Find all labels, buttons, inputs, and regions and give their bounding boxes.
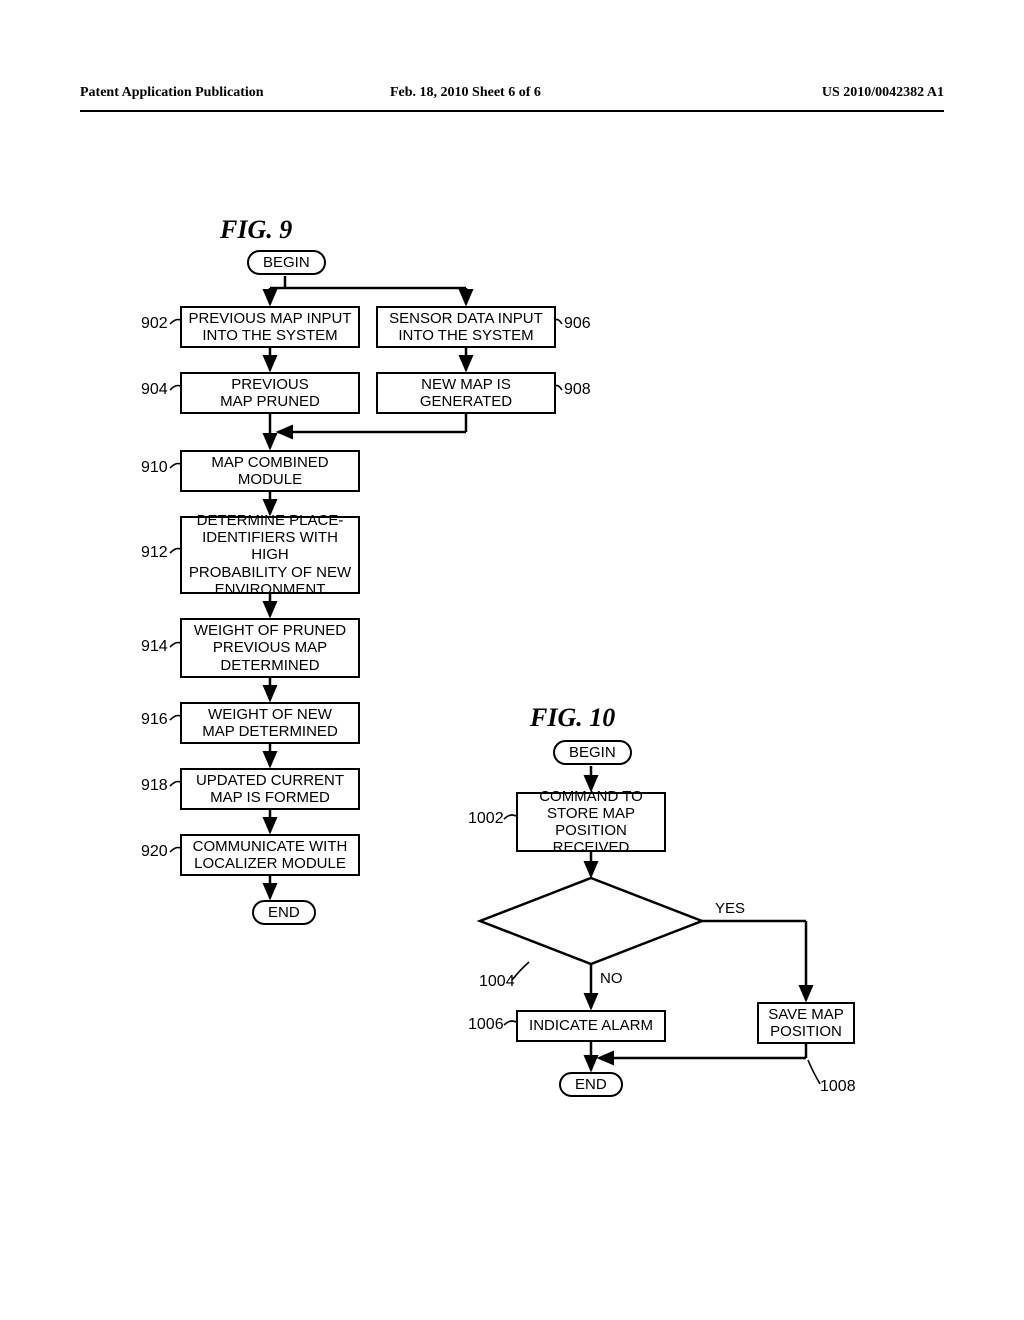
ref-1008: 1008 [820,1078,856,1096]
box-920: COMMUNICATE WITHLOCALIZER MODULE [180,834,360,876]
ref-914: 914 [141,638,168,656]
box-1006: INDICATE ALARM [516,1010,666,1042]
ref-906: 906 [564,315,591,333]
ref-920: 920 [141,843,168,861]
ref-908: 908 [564,381,591,399]
label-no: NO [600,970,623,987]
page-rule [80,110,944,1260]
page: Patent Application Publication Feb. 18, … [0,0,1024,1320]
ref-916: 916 [141,711,168,729]
ref-902: 902 [141,315,168,333]
ref-1006: 1006 [468,1016,504,1034]
header-mid: Feb. 18, 2010 Sheet 6 of 6 [390,85,541,101]
fig9-title: FIG. 9 [220,215,292,245]
ref-912: 912 [141,544,168,562]
ref-910: 910 [141,459,168,477]
box-908: NEW MAP ISGENERATED [376,372,556,414]
box-1002: COMMAND TOSTORE MAPPOSITION RECEIVED [516,792,666,852]
ref-904: 904 [141,381,168,399]
box-1008: SAVE MAPPOSITION [757,1002,855,1044]
box-906: SENSOR DATA INPUTINTO THE SYSTEM [376,306,556,348]
ref-1004: 1004 [479,973,515,991]
label-yes: YES [715,900,745,917]
ref-1002: 1002 [468,810,504,828]
box-902: PREVIOUS MAP INPUTINTO THE SYSTEM [180,306,360,348]
box-916: WEIGHT OF NEWMAP DETERMINED [180,702,360,744]
fig10-end: END [559,1072,623,1097]
fig9-end: END [252,900,316,925]
header-left: Patent Application Publication [80,85,264,101]
diamond-1004-text: IS THECURRENT POSITIONALIGNED? [506,895,676,947]
box-914: WEIGHT OF PRUNEDPREVIOUS MAPDETERMINED [180,618,360,678]
ref-918: 918 [141,777,168,795]
header-right: US 2010/0042382 A1 [822,85,944,101]
box-904: PREVIOUSMAP PRUNED [180,372,360,414]
box-910: MAP COMBINEDMODULE [180,450,360,492]
fig10-begin: BEGIN [553,740,632,765]
fig10-title: FIG. 10 [530,703,615,733]
box-912: DETERMINE PLACE-IDENTIFIERS WITH HIGHPRO… [180,516,360,594]
box-918: UPDATED CURRENTMAP IS FORMED [180,768,360,810]
fig9-begin: BEGIN [247,250,326,275]
